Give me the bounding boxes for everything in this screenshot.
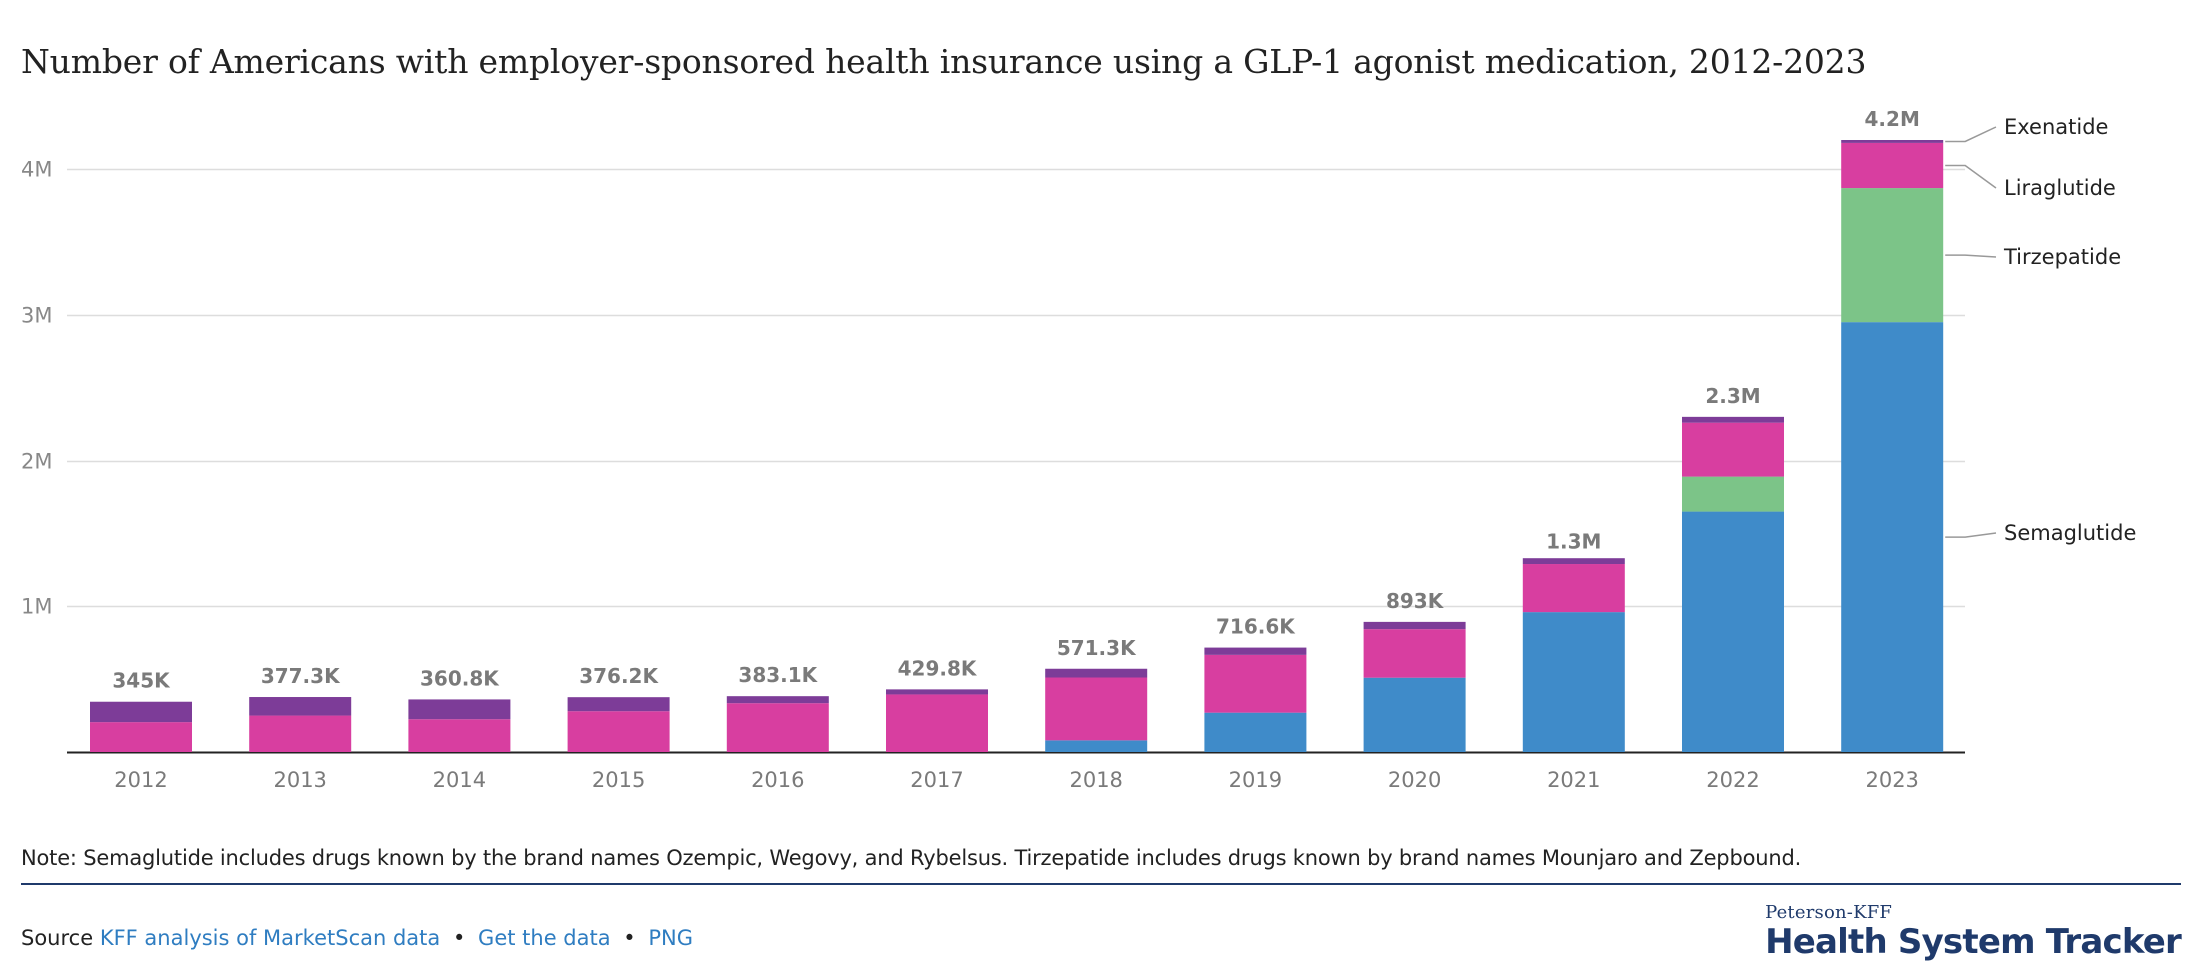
total-label: 893K: [1386, 589, 1445, 613]
separator: •: [623, 926, 636, 950]
brand-sub: Peterson-KFF: [1765, 902, 1893, 923]
bar-liraglutide-2016: [726, 703, 829, 752]
y-tick-label: 4M: [21, 158, 52, 182]
bar-exenatide-2021: [1522, 558, 1625, 565]
total-label: 345K: [112, 669, 171, 693]
bar-liraglutide-2013: [249, 715, 352, 752]
chart-title: Number of Americans with employer-sponso…: [21, 42, 1867, 81]
x-tick-label: 2012: [114, 768, 167, 792]
separator: •: [452, 926, 466, 950]
x-tick-label: 2016: [751, 768, 804, 792]
total-label: 4.2M: [1865, 107, 1920, 131]
bar-liraglutide-2017: [886, 694, 988, 752]
legend-label-semaglutide: Semaglutide: [2004, 521, 2136, 545]
legend-label-tirzepatide: Tirzepatide: [2003, 245, 2121, 269]
bar-semaglutide-2021: [1522, 612, 1625, 752]
total-label: 571.3K: [1057, 636, 1137, 660]
bar-liraglutide-2021: [1522, 564, 1625, 613]
legend-label-exenatide: Exenatide: [2004, 115, 2108, 139]
bar-semaglutide-2018: [1045, 740, 1148, 752]
chart-area: 1M 2M 3M 4M 345K 2012 377.3K 2013 360.8K 2014 376…: [21, 107, 2136, 792]
total-label: 383.1K: [738, 663, 818, 687]
bar-semaglutide-2023: [1841, 322, 1944, 752]
bar-semaglutide-2020: [1363, 677, 1466, 752]
get-data-link[interactable]: Get the data: [478, 926, 611, 950]
bar-exenatide-2020: [1363, 621, 1466, 630]
bar-exenatide-2013: [249, 697, 352, 716]
source-label: Source: [21, 926, 94, 950]
bar-exenatide-2015: [567, 697, 670, 712]
bar-exenatide-2014: [408, 699, 511, 720]
footer-divider: [21, 883, 2181, 885]
bar-exenatide-2018: [1045, 668, 1148, 678]
x-tick-label: 2017: [910, 768, 963, 792]
total-label: 376.2K: [579, 664, 659, 688]
brand-logo[interactable]: Peterson-KFF Health System Tracker: [1765, 902, 2182, 962]
total-label: 2.3M: [1705, 384, 1760, 408]
legend-label-liraglutide: Liraglutide: [2004, 176, 2116, 200]
total-label: 360.8K: [420, 666, 500, 690]
x-tick-label: 2015: [592, 768, 645, 792]
x-tick-label: 2014: [433, 768, 486, 792]
x-tick-label: 2021: [1547, 768, 1600, 792]
x-tick-label: 2023: [1865, 768, 1918, 792]
bar-exenatide-2016: [726, 696, 829, 704]
bar-exenatide-2022: [1682, 416, 1784, 423]
total-label: 377.3K: [261, 664, 341, 688]
y-tick-label: 1M: [21, 595, 52, 619]
legend-leader-semaglutide: [1945, 532, 1997, 538]
bar-tirzepatide-2022: [1682, 476, 1784, 512]
chart-note: Note: Semaglutide includes drugs known b…: [21, 846, 1802, 870]
bar-exenatide-2019: [1204, 647, 1307, 655]
y-tick-label: 3M: [21, 304, 52, 328]
bar-liraglutide-2018: [1045, 677, 1148, 741]
source-link-marketscan[interactable]: KFF analysis of MarketScan data: [99, 926, 441, 950]
x-tick-label: 2013: [273, 768, 326, 792]
x-tick-label: 2019: [1229, 768, 1282, 792]
png-link[interactable]: PNG: [648, 926, 694, 950]
bar-semaglutide-2022: [1682, 511, 1784, 752]
total-label: 1.3M: [1546, 530, 1601, 554]
total-label: 716.6K: [1216, 615, 1296, 639]
legend-leader-tirzepatide: [1945, 254, 1997, 258]
legend-leader-liraglutide: [1945, 164, 1997, 189]
x-tick-label: 2020: [1388, 768, 1441, 792]
bar-exenatide-2017: [886, 689, 988, 695]
bar-semaglutide-2019: [1204, 712, 1307, 752]
bar-liraglutide-2022: [1682, 422, 1784, 477]
total-label: 429.8K: [898, 656, 978, 680]
source-line: Source KFF analysis of MarketScan data •…: [21, 926, 693, 950]
x-tick-label: 2018: [1069, 768, 1122, 792]
bar-liraglutide-2023: [1841, 142, 1944, 189]
legend-leader-exenatide: [1945, 126, 1997, 143]
y-tick-label: 2M: [21, 450, 52, 474]
bar-liraglutide-2012: [90, 722, 192, 752]
bar-liraglutide-2014: [408, 719, 511, 752]
brand-main: Health System Tracker: [1765, 922, 2182, 962]
bar-liraglutide-2015: [567, 711, 670, 752]
bar-exenatide-2012: [90, 701, 192, 723]
bar-tirzepatide-2023: [1841, 188, 1944, 323]
bar-exenatide-2023: [1841, 140, 1944, 143]
bar-liraglutide-2020: [1363, 629, 1466, 678]
x-tick-label: 2022: [1706, 768, 1759, 792]
bar-liraglutide-2019: [1204, 654, 1307, 713]
